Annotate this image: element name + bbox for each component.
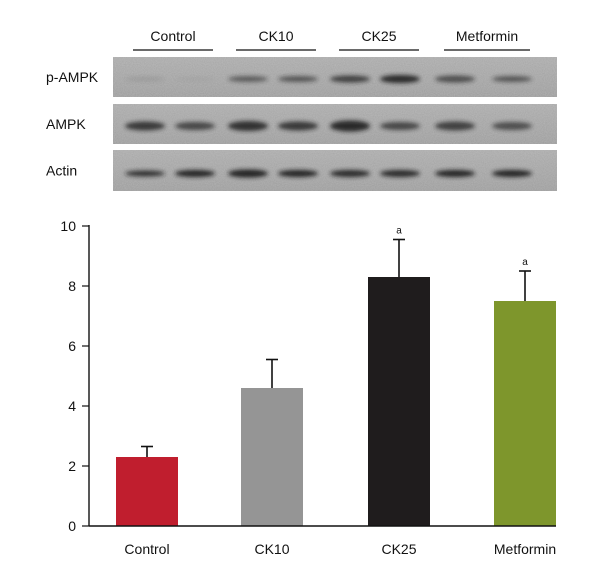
blot-band bbox=[125, 77, 165, 81]
blot-band bbox=[330, 75, 370, 83]
blot-band bbox=[228, 76, 268, 82]
blot-band bbox=[278, 76, 318, 82]
blot-band bbox=[175, 77, 215, 81]
blot-row-label: AMPK bbox=[46, 116, 86, 132]
significance-mark-ck25: a bbox=[396, 226, 402, 237]
blot-group-label-metformin: Metformin bbox=[456, 28, 518, 44]
blot-band bbox=[435, 75, 475, 83]
blot-band bbox=[435, 170, 475, 177]
y-tick-label: 0 bbox=[68, 518, 76, 534]
blot-row-label: Actin bbox=[46, 163, 77, 179]
blot-row-label: p-AMPK bbox=[46, 69, 99, 85]
error-bars bbox=[141, 238, 531, 457]
x-tick-label-metformin: Metformin bbox=[494, 541, 556, 557]
blot-band bbox=[380, 75, 420, 83]
blot-band bbox=[278, 121, 318, 131]
bar-ck25 bbox=[368, 277, 430, 526]
blot-lane-group-labels: Control CK10 CK25 Metformin bbox=[133, 28, 530, 51]
x-tick-label-control: Control bbox=[124, 541, 169, 557]
blot-band bbox=[330, 120, 370, 132]
significance-annotations: aa bbox=[396, 226, 528, 269]
blot-row-p-ampk: p-AMPK bbox=[46, 57, 557, 97]
x-axis-tick-labels: Control CK10 CK25 Metformin bbox=[124, 541, 556, 557]
blot-band bbox=[228, 121, 268, 131]
blot-band bbox=[492, 122, 532, 130]
blot-group-label-ck10: CK10 bbox=[258, 28, 293, 44]
y-tick-label: 6 bbox=[68, 338, 76, 354]
blot-band bbox=[125, 121, 165, 131]
blot-band bbox=[175, 122, 215, 130]
blot-band bbox=[492, 76, 532, 82]
blot-membrane-texture bbox=[113, 150, 557, 191]
blot-band bbox=[330, 170, 370, 177]
y-tick-label: 10 bbox=[60, 218, 76, 234]
blot-band bbox=[228, 169, 268, 178]
blot-band bbox=[175, 170, 215, 177]
blot-group-label-control: Control bbox=[150, 28, 195, 44]
significance-mark-metformin: a bbox=[522, 257, 528, 268]
y-tick-label: 2 bbox=[68, 458, 76, 474]
y-tick-label: 4 bbox=[68, 398, 76, 414]
blot-band bbox=[380, 122, 420, 130]
blot-band bbox=[435, 121, 475, 131]
y-tick-label: 8 bbox=[68, 278, 76, 294]
blot-band bbox=[492, 170, 532, 177]
x-tick-label-ck25: CK25 bbox=[381, 541, 416, 557]
blot-rows: p-AMPK AMPK Actin bbox=[46, 57, 557, 191]
blot-band bbox=[380, 170, 420, 177]
blot-band bbox=[125, 170, 165, 177]
y-axis-ticks: 0 2 4 6 8 10 bbox=[60, 218, 89, 534]
x-tick-label-ck10: CK10 bbox=[254, 541, 289, 557]
western-blot-panel: Control CK10 CK25 Metformin p-AMPK AMPK Actin bbox=[46, 28, 557, 191]
blot-band bbox=[278, 170, 318, 177]
bars bbox=[116, 277, 556, 526]
blot-row-actin: Actin bbox=[46, 150, 557, 191]
blot-group-label-ck25: CK25 bbox=[361, 28, 396, 44]
bar-control bbox=[116, 457, 178, 526]
bar-ck10 bbox=[241, 388, 303, 526]
bar-metformin bbox=[494, 301, 556, 526]
blot-row-ampk: AMPK bbox=[46, 104, 557, 144]
